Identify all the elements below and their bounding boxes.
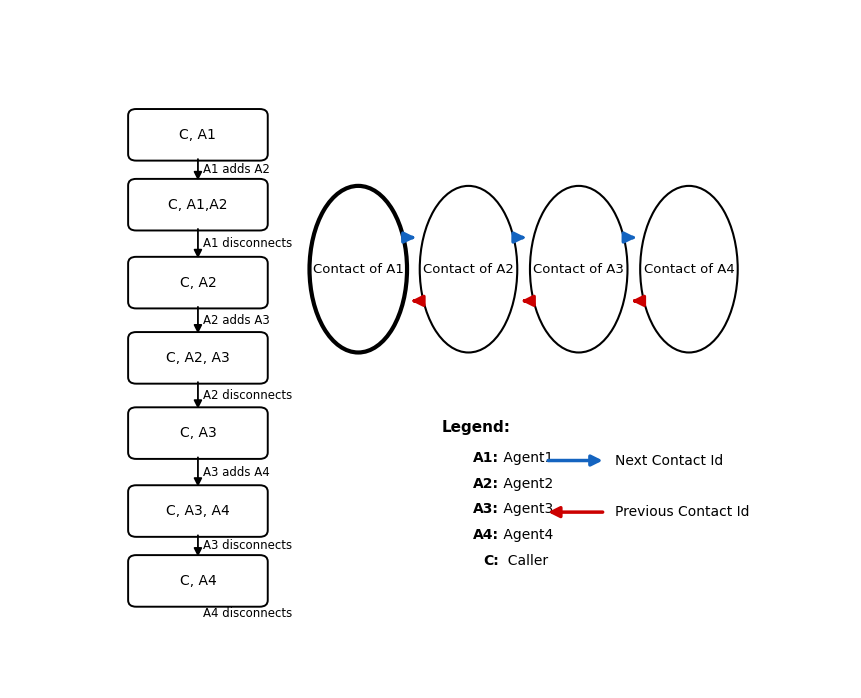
Ellipse shape: [640, 186, 737, 352]
Text: A1:: A1:: [472, 451, 498, 465]
Text: A4 disconnects: A4 disconnects: [203, 607, 292, 621]
Text: A2:: A2:: [472, 477, 498, 491]
Text: Next Contact Id: Next Contact Id: [615, 454, 723, 468]
Text: A3 disconnects: A3 disconnects: [203, 540, 292, 553]
Text: Previous Contact Id: Previous Contact Id: [615, 505, 749, 519]
FancyBboxPatch shape: [128, 408, 268, 459]
FancyBboxPatch shape: [128, 555, 268, 607]
Text: Contact of A3: Contact of A3: [533, 262, 623, 276]
FancyBboxPatch shape: [128, 332, 268, 384]
Text: C:: C:: [482, 554, 498, 568]
Text: Legend:: Legend:: [442, 419, 511, 435]
Text: A4:: A4:: [472, 528, 498, 542]
Text: A1 adds A2: A1 adds A2: [203, 163, 269, 177]
Ellipse shape: [530, 186, 627, 352]
Text: Agent2: Agent2: [498, 477, 552, 491]
Text: C, A3, A4: C, A3, A4: [166, 504, 230, 518]
Text: Contact of A4: Contact of A4: [643, 262, 734, 276]
Text: Agent1: Agent1: [498, 451, 552, 465]
Text: C, A1,A2: C, A1,A2: [168, 198, 227, 211]
FancyBboxPatch shape: [128, 109, 268, 161]
FancyBboxPatch shape: [128, 257, 268, 309]
FancyBboxPatch shape: [128, 179, 268, 230]
Text: Agent3: Agent3: [498, 503, 552, 517]
Ellipse shape: [309, 186, 406, 352]
Text: A3 adds A4: A3 adds A4: [203, 466, 269, 479]
FancyBboxPatch shape: [128, 485, 268, 537]
Text: C, A1: C, A1: [179, 128, 216, 142]
Text: A2 disconnects: A2 disconnects: [203, 389, 292, 402]
Text: Contact of A2: Contact of A2: [423, 262, 513, 276]
Text: C, A2, A3: C, A2, A3: [166, 351, 230, 365]
Text: A2 adds A3: A2 adds A3: [203, 313, 269, 327]
Text: C, A3: C, A3: [179, 426, 216, 440]
Text: Contact of A1: Contact of A1: [313, 262, 403, 276]
Ellipse shape: [419, 186, 517, 352]
Text: C, A2: C, A2: [179, 276, 216, 290]
Text: Caller: Caller: [498, 554, 547, 568]
Text: C, A4: C, A4: [179, 574, 216, 588]
Text: A3:: A3:: [472, 503, 498, 517]
Text: Agent4: Agent4: [498, 528, 552, 542]
Text: A1 disconnects: A1 disconnects: [203, 237, 292, 250]
